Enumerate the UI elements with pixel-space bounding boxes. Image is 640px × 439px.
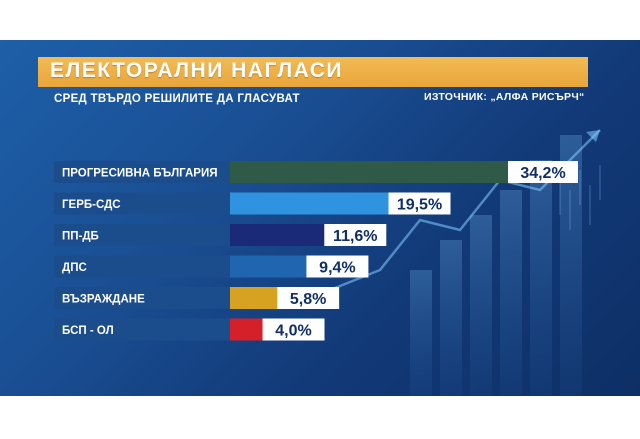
value-label: 9,4% (319, 260, 355, 277)
background-growth-chart-decoration (329, 129, 601, 396)
data-bar (230, 161, 508, 183)
category-label: БСП - ОЛ (62, 325, 114, 337)
chart-title: ЕЛЕКТОРАЛНИ НАГЛАСИ (50, 59, 343, 82)
category-label-bar (54, 192, 230, 215)
category-label: ДПС (62, 262, 87, 274)
category-label-bar (54, 161, 230, 183)
data-bar (230, 318, 263, 341)
value-label-box (262, 318, 325, 341)
data-bar (230, 192, 389, 215)
value-label-box (508, 161, 578, 183)
value-label-box (306, 255, 369, 278)
title-bar: ЕЛЕКТОРАЛНИ НАГЛАСИ (38, 57, 588, 87)
category-label: ВЪЗРАЖДАНЕ (62, 294, 145, 306)
value-label-box (388, 192, 451, 215)
chart-subtitle: СРЕД ТВЪРДО РЕШИЛИТЕ ДА ГЛАСУВАТ (54, 93, 300, 105)
category-label: ПРОГРЕСИВНА БЪЛГАРИЯ (62, 168, 217, 180)
category-label-bar (54, 287, 230, 309)
value-label: 34,2% (520, 165, 565, 182)
category-label-bar (54, 224, 230, 246)
data-bar (230, 255, 307, 278)
value-label: 19,5% (397, 197, 442, 214)
category-label: ГЕРБ-СДС (62, 199, 121, 211)
value-label-box (324, 224, 387, 246)
value-label: 11,6% (333, 228, 377, 245)
category-label-bar (54, 318, 230, 341)
value-label: 5,8% (290, 291, 326, 308)
value-label-box (277, 287, 340, 309)
category-label-bar (54, 255, 230, 278)
source-note: ИЗТОЧНИК: „АЛФА РИСЪРЧ“ (424, 91, 585, 103)
data-bar (230, 224, 325, 246)
data-bar (230, 287, 278, 309)
value-label: 4,0% (275, 323, 311, 340)
category-label: ПП-ДБ (62, 231, 99, 243)
